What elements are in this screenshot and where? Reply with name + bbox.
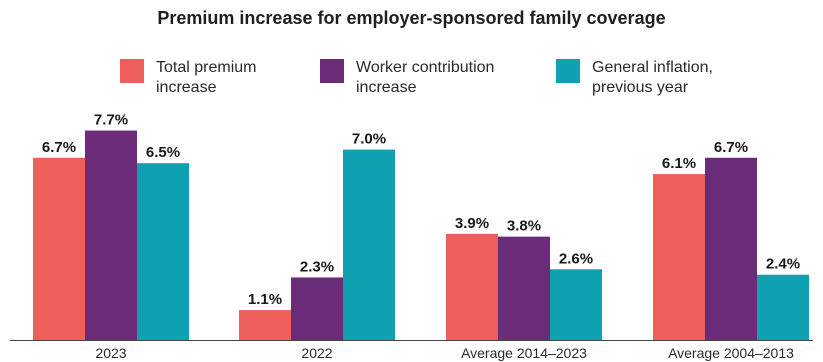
legend-label-total-premium: Total premium increase	[156, 59, 257, 96]
data-label-worker-contribution-increase-2023: 7.7%	[94, 112, 128, 129]
data-label-worker-contribution-increase-average-2014-2023: 3.8%	[507, 218, 541, 235]
data-label-general-inflation-previous-year-2022: 7.0%	[352, 131, 386, 148]
bar-worker-contribution-increase-average-2014-2023	[498, 236, 550, 340]
category-label-average-2004-2013: Average 2004–2013	[668, 345, 794, 361]
bar-worker-contribution-increase-2023	[85, 130, 137, 340]
data-label-worker-contribution-increase-2022: 2.3%	[300, 258, 334, 275]
data-label-total-premium-increase-2023: 6.7%	[42, 139, 76, 156]
bar-general-inflation-previous-year-average-2014-2023	[550, 269, 602, 340]
chart-title: Premium increase for employer-sponsored …	[157, 8, 666, 28]
data-label-general-inflation-previous-year-2023: 6.5%	[146, 144, 180, 161]
legend-label-general-inflation: General inflation, previous year	[592, 59, 713, 96]
bar-general-inflation-previous-year-average-2004-2013	[757, 274, 809, 340]
category-label-2022: 2022	[301, 345, 332, 361]
bar-total-premium-increase-average-2014-2023	[446, 233, 498, 340]
bar-general-inflation-previous-year-2023	[137, 163, 189, 340]
legend-swatch-general-inflation	[556, 59, 580, 83]
legend-item-worker-contribution: Worker contribution increase	[320, 58, 494, 98]
data-label-total-premium-increase-average-2014-2023: 3.9%	[455, 215, 489, 232]
legend-swatch-worker-contribution	[320, 59, 344, 83]
bar-total-premium-increase-average-2004-2013	[653, 174, 705, 340]
data-label-general-inflation-previous-year-average-2014-2023: 2.6%	[559, 250, 593, 267]
data-label-worker-contribution-increase-average-2004-2013: 6.7%	[714, 139, 748, 156]
data-label-total-premium-increase-average-2004-2013: 6.1%	[662, 155, 696, 172]
bar-general-inflation-previous-year-2022	[343, 149, 395, 340]
legend-item-general-inflation: General inflation, previous year	[556, 58, 713, 98]
bar-total-premium-increase-2023	[33, 157, 85, 340]
bar-worker-contribution-increase-average-2004-2013	[705, 157, 757, 340]
legend: Total premium increase Worker contributi…	[0, 58, 823, 104]
legend-label-worker-contribution: Worker contribution increase	[356, 59, 495, 96]
legend-item-total-premium: Total premium increase	[120, 58, 256, 98]
data-label-total-premium-increase-2022: 1.1%	[248, 291, 282, 308]
bar-worker-contribution-increase-2022	[291, 277, 343, 340]
data-label-general-inflation-previous-year-average-2004-2013: 2.4%	[766, 256, 800, 273]
bar-total-premium-increase-2022	[239, 310, 291, 340]
legend-swatch-total-premium	[120, 59, 144, 83]
category-label-average-2014-2023: Average 2014–2023	[461, 345, 587, 361]
category-label-2023: 2023	[95, 345, 126, 361]
